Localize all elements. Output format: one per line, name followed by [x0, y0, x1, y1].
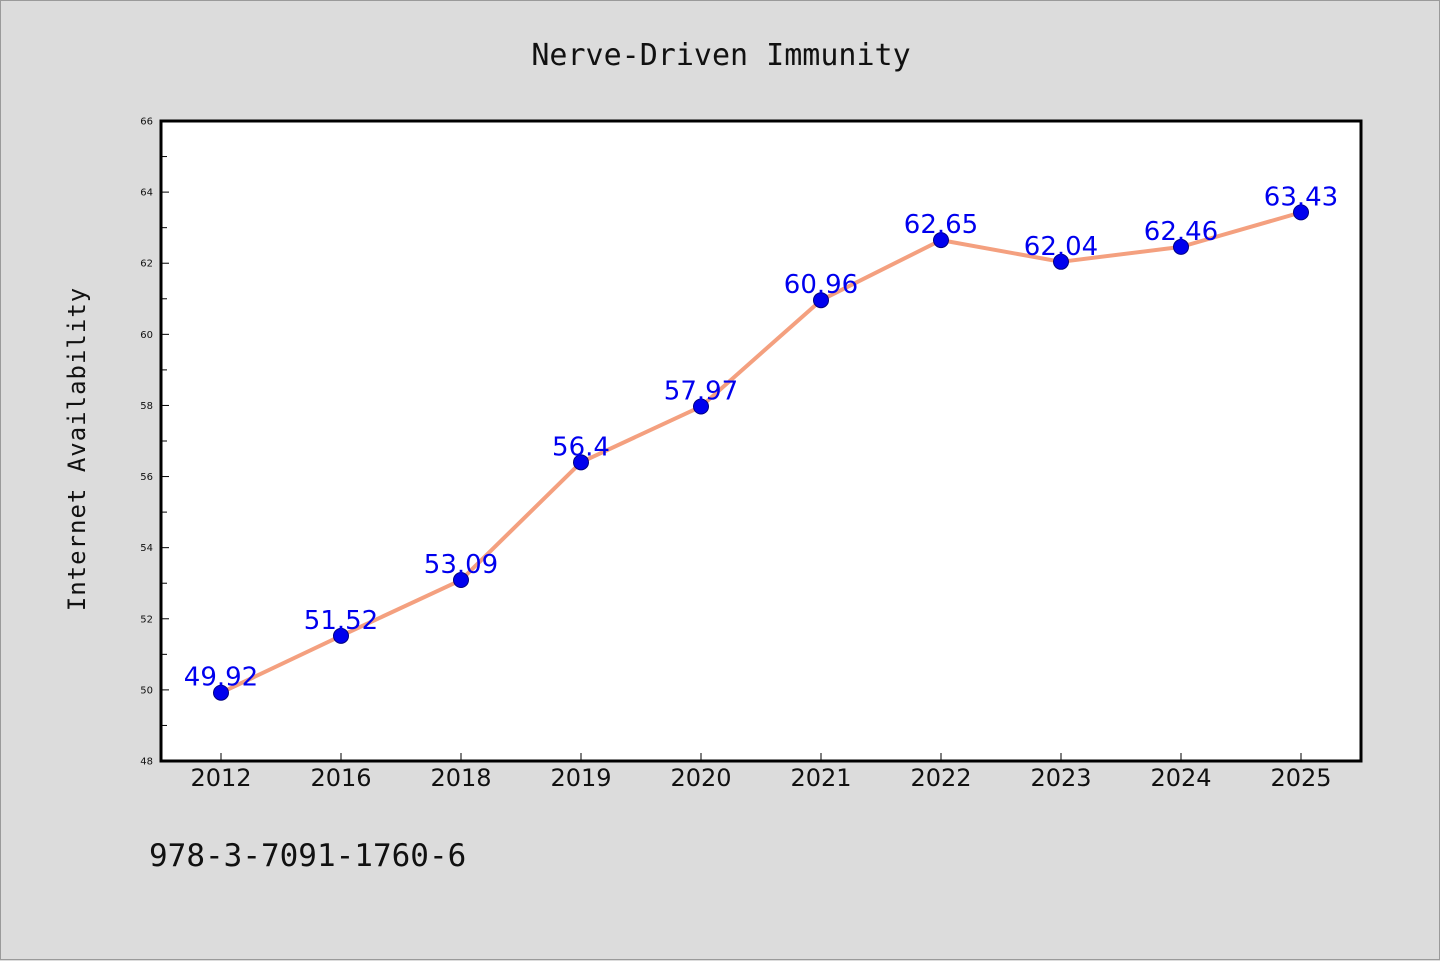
- data-point: [693, 398, 709, 415]
- data-point: [333, 627, 349, 644]
- x-tick-label: 2025: [1270, 764, 1331, 792]
- data-label: 49.92: [184, 663, 258, 693]
- data-point: [1293, 204, 1309, 221]
- data-label: 56.4: [552, 432, 610, 462]
- y-tick-label: 54: [140, 543, 153, 554]
- data-point: [453, 572, 469, 589]
- series-layer: 49.92 51.52 53.09 56.4 57.97 60.96 62.65 62.04 6…: [184, 182, 1338, 701]
- plot-area: [159, 119, 1363, 763]
- data-label: 57.97: [664, 377, 738, 407]
- x-tick-label: 2023: [1030, 764, 1091, 792]
- series-line: [219, 210, 1303, 695]
- data-label: 51.52: [304, 606, 378, 636]
- y-axis-ticks: 48 50 52 54 56 58 60 62 64 66: [140, 117, 169, 768]
- y-tick-label: 52: [140, 614, 153, 625]
- data-label: 53.09: [424, 550, 498, 580]
- y-tick-label: 64: [140, 188, 153, 199]
- x-tick-label: 2012: [190, 764, 251, 792]
- chart-title: Nerve-Driven Immunity: [531, 38, 910, 73]
- data-point: [1053, 253, 1069, 270]
- data-point: [813, 292, 829, 309]
- y-tick-label: 48: [140, 757, 153, 768]
- x-tick-label: 2019: [550, 764, 611, 792]
- data-label: 62.65: [904, 210, 978, 240]
- y-tick-label: 50: [140, 685, 153, 696]
- data-label: 60.96: [784, 270, 858, 300]
- y-axis-label: Internet Availability: [63, 287, 91, 611]
- data-label: 62.46: [1144, 217, 1218, 247]
- data-point: [1173, 238, 1189, 255]
- x-axis-ticks: 2012 2016 2018 2019 2020 2021 2022 2023 2024 2025: [190, 753, 1332, 792]
- y-tick-label: 62: [140, 259, 153, 270]
- data-label: 62.04: [1024, 232, 1098, 262]
- y-tick-label: 66: [140, 117, 153, 128]
- y-tick-label: 58: [140, 401, 153, 412]
- isbn-text: 978-3-7091-1760-6: [149, 838, 466, 874]
- y-tick-label: 56: [140, 472, 153, 483]
- x-tick-label: 2020: [670, 764, 731, 792]
- x-tick-label: 2021: [790, 764, 851, 792]
- x-tick-label: 2016: [310, 764, 371, 792]
- data-point: [933, 232, 949, 249]
- data-point: [213, 684, 229, 701]
- data-point: [573, 454, 589, 471]
- y-tick-label: 60: [140, 330, 153, 341]
- x-tick-label: 2018: [430, 764, 491, 792]
- data-label: 63.43: [1264, 182, 1338, 212]
- x-tick-label: 2022: [910, 764, 971, 792]
- x-tick-label: 2024: [1150, 764, 1211, 792]
